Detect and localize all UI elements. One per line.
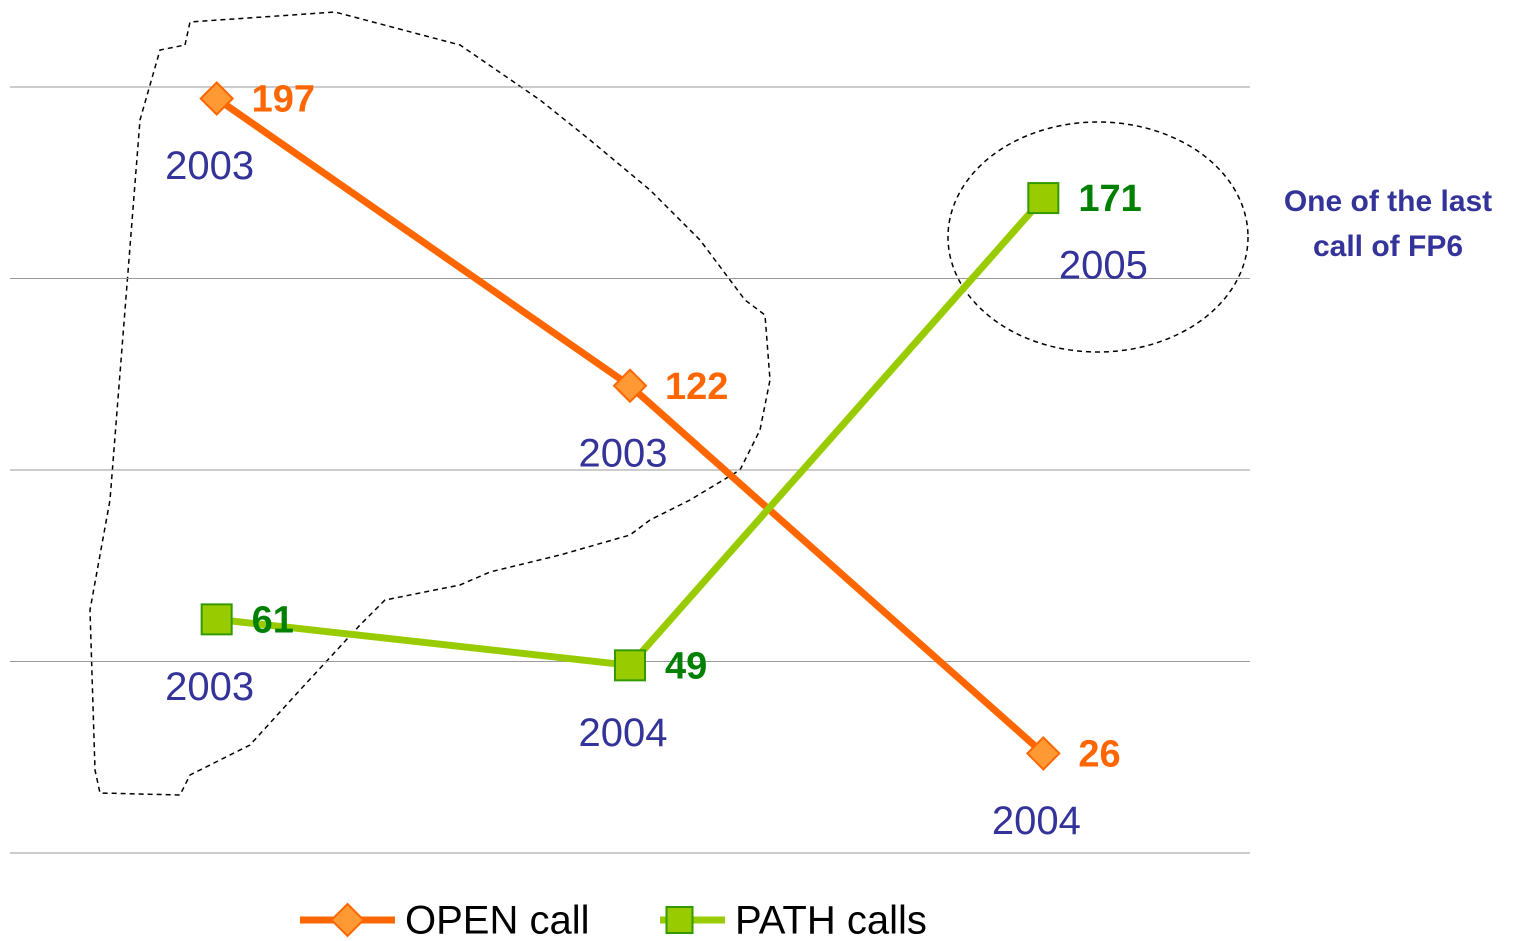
marker xyxy=(200,603,233,636)
data-label: 171 xyxy=(1078,178,1141,220)
highlight-outline xyxy=(89,11,771,796)
legend-label: OPEN call xyxy=(405,899,590,941)
data-label: 197 xyxy=(252,79,315,121)
point-label: 2003 xyxy=(165,665,254,709)
data-label: 61 xyxy=(252,599,294,641)
marker xyxy=(1025,736,1061,771)
marker xyxy=(199,81,235,116)
annotation: call of FP6 xyxy=(1313,230,1463,263)
point-label: 2003 xyxy=(579,431,668,475)
legend-marker xyxy=(330,902,365,938)
point-label: 2004 xyxy=(579,711,668,755)
marker xyxy=(612,368,648,404)
data-label: 26 xyxy=(1078,733,1120,775)
marker xyxy=(614,649,646,682)
marker xyxy=(1027,182,1060,215)
legend-marker xyxy=(665,906,694,934)
highlight-ellipse xyxy=(947,121,1249,353)
point-label: 2005 xyxy=(1059,244,1148,288)
legend-label: PATH calls xyxy=(735,899,927,941)
annotation: One of the last xyxy=(1284,185,1492,218)
point-label: 2004 xyxy=(992,799,1081,843)
data-label: 49 xyxy=(665,645,707,687)
data-label: 122 xyxy=(665,366,728,408)
point-label: 2003 xyxy=(165,144,254,188)
